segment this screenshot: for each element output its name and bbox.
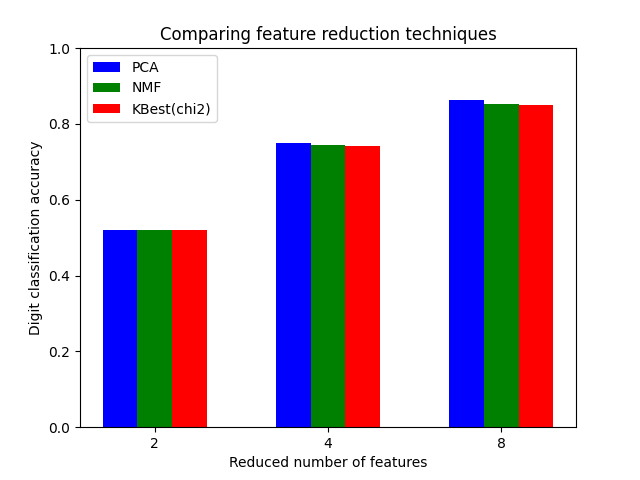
Bar xyxy=(310,145,346,427)
Bar xyxy=(519,105,554,427)
Bar xyxy=(102,229,137,427)
X-axis label: Reduced number of features: Reduced number of features xyxy=(229,456,427,470)
Bar xyxy=(276,143,310,427)
Title: Comparing feature reduction techniques: Comparing feature reduction techniques xyxy=(159,25,497,44)
Bar xyxy=(449,100,484,427)
Bar xyxy=(137,229,172,427)
Y-axis label: Digit classification accuracy: Digit classification accuracy xyxy=(29,140,43,335)
Bar xyxy=(346,146,380,427)
Legend: PCA, NMF, KBest(chi2): PCA, NMF, KBest(chi2) xyxy=(87,55,216,122)
Bar xyxy=(172,229,207,427)
Bar xyxy=(484,104,519,427)
